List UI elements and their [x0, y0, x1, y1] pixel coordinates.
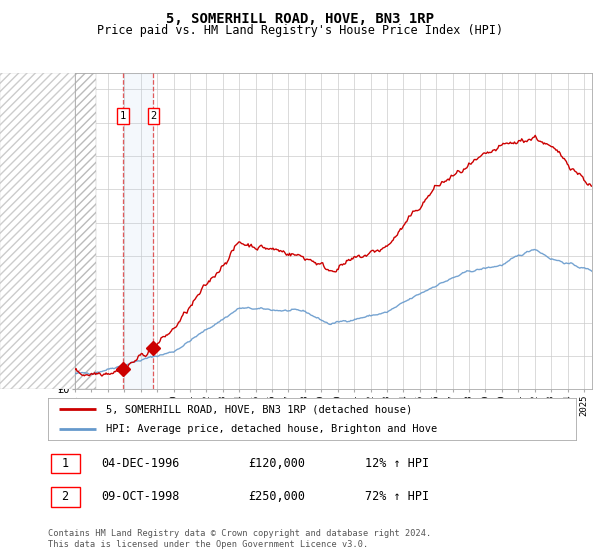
Text: 2: 2	[62, 491, 69, 503]
Text: HPI: Average price, detached house, Brighton and Hove: HPI: Average price, detached house, Brig…	[106, 424, 437, 434]
Text: 09-OCT-1998: 09-OCT-1998	[101, 491, 179, 503]
Text: Contains HM Land Registry data © Crown copyright and database right 2024.
This d: Contains HM Land Registry data © Crown c…	[48, 529, 431, 549]
FancyBboxPatch shape	[50, 454, 80, 473]
Text: 72% ↑ HPI: 72% ↑ HPI	[365, 491, 429, 503]
Text: £250,000: £250,000	[248, 491, 305, 503]
Text: 2: 2	[151, 111, 157, 121]
Text: £120,000: £120,000	[248, 457, 305, 470]
Text: Price paid vs. HM Land Registry's House Price Index (HPI): Price paid vs. HM Land Registry's House …	[97, 24, 503, 36]
Text: 5, SOMERHILL ROAD, HOVE, BN3 1RP: 5, SOMERHILL ROAD, HOVE, BN3 1RP	[166, 12, 434, 26]
Text: 1: 1	[120, 111, 126, 121]
FancyBboxPatch shape	[50, 487, 80, 507]
Text: 12% ↑ HPI: 12% ↑ HPI	[365, 457, 429, 470]
Polygon shape	[0, 73, 75, 389]
Bar	[123, 73, 154, 389]
Text: 5, SOMERHILL ROAD, HOVE, BN3 1RP (detached house): 5, SOMERHILL ROAD, HOVE, BN3 1RP (detach…	[106, 404, 412, 414]
Text: 04-DEC-1996: 04-DEC-1996	[101, 457, 179, 470]
Text: 1: 1	[62, 457, 69, 470]
